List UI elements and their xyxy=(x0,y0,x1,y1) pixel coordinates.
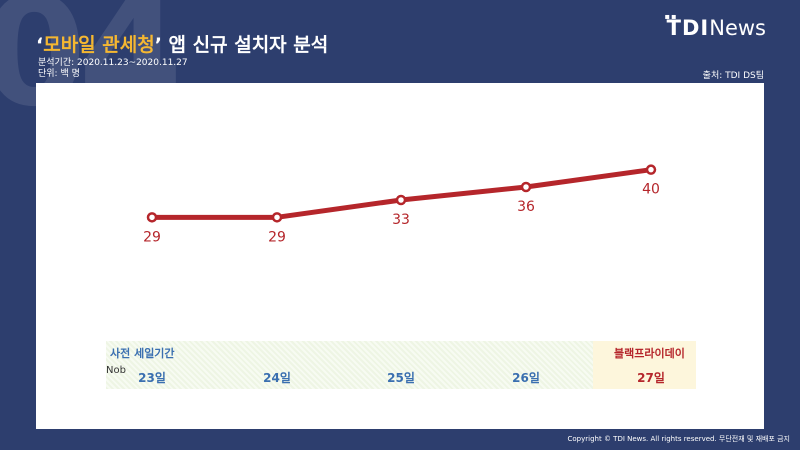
black-friday-band xyxy=(593,341,696,389)
x-tick-label: 24일 xyxy=(263,371,291,385)
pre-sale-label: 사전 세일기간 xyxy=(110,347,175,360)
brand-logo: ▪▪ TDINews xyxy=(665,12,766,40)
data-point xyxy=(395,194,407,206)
analysis-period: 분석기간: 2020.11.23~2020.11.27 xyxy=(38,58,188,68)
period-strip xyxy=(106,341,696,389)
title-highlight: 모바일 관세청 xyxy=(43,34,155,56)
row-label: Nob xyxy=(106,365,126,376)
x-tick-label: 27일 xyxy=(637,371,665,385)
unit-label: 단위: 백 명 xyxy=(38,69,80,79)
logo-dots-icon: ▪▪ xyxy=(664,12,678,21)
data-point xyxy=(146,212,158,223)
data-label: 36 xyxy=(517,199,535,215)
x-tick-label: 26일 xyxy=(512,371,540,385)
line-chart: 29 29 33 36 40 xyxy=(143,164,660,245)
data-point xyxy=(520,181,532,193)
page-title: ‘모바일 관세청’ 앱 신규 설치자 분석 xyxy=(36,30,328,57)
logo-tdi: TDI xyxy=(666,16,710,40)
x-tick-label: 25일 xyxy=(387,371,415,385)
data-label: 40 xyxy=(642,182,660,198)
title-quote-open: ‘ xyxy=(36,34,44,56)
title-rest: 앱 신규 설치자 분석 xyxy=(161,34,329,56)
series-line xyxy=(152,167,652,220)
data-point xyxy=(645,164,657,175)
data-point xyxy=(271,212,283,223)
title-quote-close: ’ xyxy=(154,34,162,56)
data-label: 29 xyxy=(143,229,161,245)
data-label: 29 xyxy=(268,229,286,245)
x-tick-label: 23일 xyxy=(138,371,166,385)
chart-panel: 사전 세일기간 블랙프라이데이 Nob 23일 24일 25일 26일 27일 29 29… xyxy=(36,83,764,429)
pre-sale-band xyxy=(106,341,593,389)
copyright: Copyright © TDI News. All rights reserve… xyxy=(567,435,790,443)
logo-news: News xyxy=(709,16,766,40)
meta-info: 분석기간: 2020.11.23~2020.11.27 단위: 백 명 xyxy=(38,58,188,80)
black-friday-label: 블랙프라이데이 xyxy=(614,347,685,360)
data-label: 33 xyxy=(392,212,410,228)
source-label: 출처: TDI DS팀 xyxy=(702,71,764,81)
